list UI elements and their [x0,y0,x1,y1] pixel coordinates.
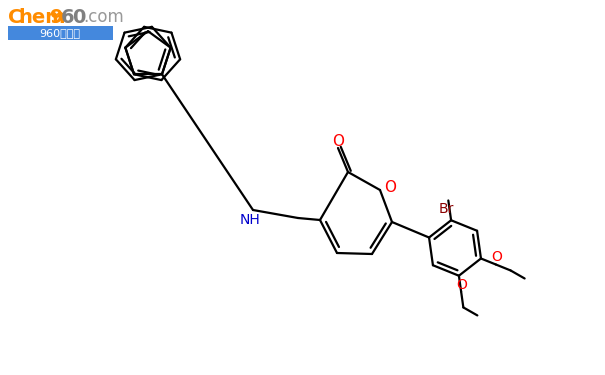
Text: 960化工网: 960化工网 [39,28,80,38]
Text: Br: Br [439,202,454,216]
Text: NH: NH [240,213,260,227]
Text: 6: 6 [61,8,74,27]
Text: O: O [332,134,344,148]
Text: O: O [491,251,502,264]
Text: O: O [457,278,468,292]
Text: C: C [8,8,22,27]
Text: .com: .com [83,8,124,26]
Text: 0: 0 [72,8,85,27]
FancyBboxPatch shape [8,26,113,40]
Text: 9: 9 [50,8,64,27]
Text: O: O [384,180,396,195]
Text: hem: hem [18,8,65,27]
